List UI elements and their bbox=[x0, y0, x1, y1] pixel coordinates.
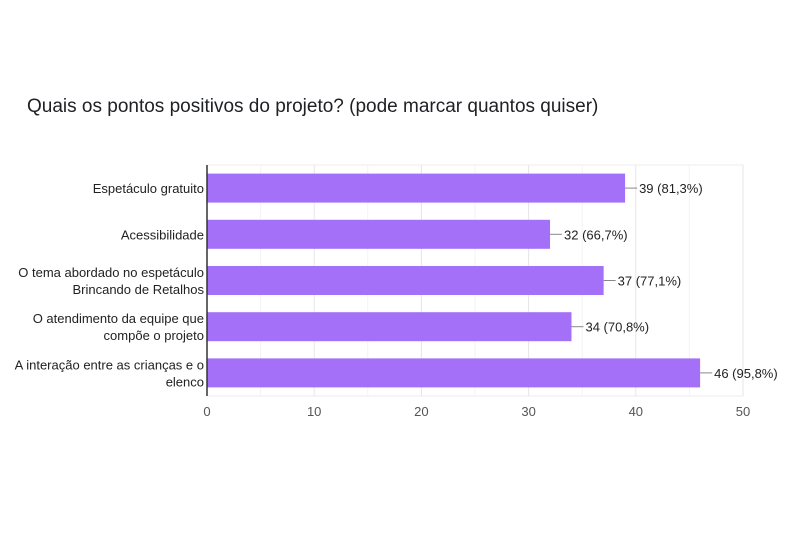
x-tick-label: 10 bbox=[307, 404, 321, 419]
chart-title: Quais os pontos positivos do projeto? (p… bbox=[27, 96, 599, 117]
category-label: Acessibilidade bbox=[121, 227, 204, 242]
category-label: A interação entre as crianças e o elenco bbox=[15, 357, 204, 389]
category-label: Espetáculo gratuito bbox=[93, 181, 204, 196]
bar bbox=[207, 266, 604, 295]
bar bbox=[207, 173, 626, 203]
x-tick-label: 40 bbox=[629, 404, 643, 419]
data-label: 39 (81,3%) bbox=[639, 181, 703, 196]
x-tick-label: 50 bbox=[736, 404, 750, 419]
data-label: 46 (95,8%) bbox=[714, 366, 778, 381]
x-tick-label: 20 bbox=[414, 404, 428, 419]
category-label: O tema abordado no espetáculo Brincando d… bbox=[18, 265, 204, 297]
data-label: 37 (77,1%) bbox=[618, 274, 682, 289]
x-tick-label: 30 bbox=[521, 404, 535, 419]
data-label: 32 (66,7%) bbox=[564, 227, 628, 242]
data-label: 34 (70,8%) bbox=[585, 320, 649, 335]
bar bbox=[207, 219, 551, 249]
bar bbox=[207, 312, 572, 342]
bar bbox=[207, 358, 701, 388]
category-label: O atendimento da equipe que compõe o proj… bbox=[33, 311, 204, 343]
x-tick-label: 0 bbox=[203, 404, 210, 419]
